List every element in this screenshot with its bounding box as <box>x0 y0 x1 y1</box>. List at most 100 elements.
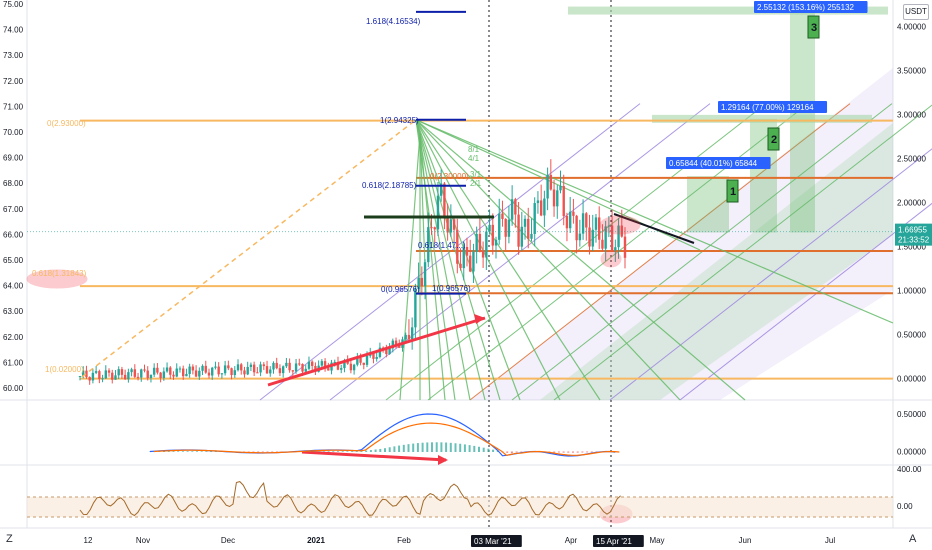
macd-histogram-bar <box>172 451 175 452</box>
candle-body <box>549 174 553 190</box>
macd-histogram-bar <box>266 451 269 453</box>
candle-body <box>349 363 353 371</box>
candle-body <box>523 218 527 227</box>
candle-body <box>172 374 175 377</box>
gann-fans <box>399 119 894 401</box>
macd-line <box>149 413 616 457</box>
candle-body <box>514 199 517 215</box>
fan-label: 2/1 <box>470 179 482 188</box>
svg-text:1.29164 (77.00%) 129164: 1.29164 (77.00%) 129164 <box>721 103 814 112</box>
candle-body <box>278 368 282 374</box>
macd-histogram-bar <box>445 442 448 452</box>
right-axis-tick: 2.50000 <box>897 154 926 163</box>
candle-body <box>288 362 291 371</box>
candle-body <box>520 226 524 247</box>
left-axis-tick: 66.00 <box>3 230 24 239</box>
macd-histogram-bar <box>426 442 429 452</box>
macd-histogram-bar <box>186 451 189 452</box>
candle-body <box>446 216 449 233</box>
candle-body <box>188 366 191 374</box>
candle-body <box>501 213 504 219</box>
fan-ray <box>415 119 601 401</box>
fan-ray <box>415 119 561 401</box>
candle-body <box>598 217 601 240</box>
candle-body <box>152 367 156 375</box>
candle-body <box>343 360 346 369</box>
candle-body <box>462 246 465 269</box>
macd-axis-tick: 0.50000 <box>897 410 926 419</box>
auto-scale-icon[interactable]: A <box>909 533 917 545</box>
candle-body <box>252 364 256 373</box>
left-axis-tick: 72.00 <box>3 77 24 86</box>
candle-body <box>449 219 453 233</box>
candle-body <box>504 218 507 237</box>
macd-histogram-bar <box>247 451 250 453</box>
x-axis-tick: 12 <box>84 536 93 545</box>
candle-body <box>565 216 569 229</box>
candle-body <box>498 213 501 240</box>
candle-body <box>240 364 243 371</box>
candle-body <box>294 363 298 372</box>
candle-body <box>111 372 114 380</box>
macd-histogram-bar <box>313 451 316 452</box>
macd-histogram-bar <box>318 451 321 452</box>
macd-histogram-bar <box>487 448 490 452</box>
candle-body <box>114 375 117 380</box>
projection-target-number: 3 <box>811 22 817 34</box>
left-axis-tick: 62.00 <box>3 333 24 342</box>
left-axis-tick: 65.00 <box>3 256 24 265</box>
candle-body <box>601 239 604 249</box>
candle-body <box>120 369 124 375</box>
left-axis-tick: 69.00 <box>3 154 24 163</box>
macd-histogram-bar <box>562 451 565 453</box>
candle-body <box>356 357 359 365</box>
candle-body <box>214 366 217 368</box>
candle-body <box>372 352 375 359</box>
fib-label: 0(2.93000) <box>47 119 86 128</box>
currency-tag[interactable]: USDT <box>903 4 929 20</box>
left-axis-tick: 63.00 <box>3 307 24 316</box>
candle-body <box>285 362 288 367</box>
macd-histogram-bar <box>275 451 278 453</box>
candle-body <box>575 215 578 241</box>
candle-body <box>143 369 146 371</box>
candle-body <box>352 364 356 371</box>
fib-label: 0.618(1.47...) <box>418 241 466 250</box>
candle-body <box>207 372 211 376</box>
projection-label: 1.29164 (77.00%) 129164 <box>718 101 828 113</box>
projection-target: 1 <box>726 179 739 203</box>
axes: 75.00 74.00 73.00 72.00 71.00 70.00 69.00 68.00… <box>3 0 926 547</box>
x-axis-tick: May <box>649 536 664 545</box>
fan-ray <box>415 119 894 324</box>
candle-body <box>136 376 140 378</box>
projection-dashed-line <box>81 119 417 378</box>
candle-body <box>578 233 582 241</box>
x-axis-tick: Apr <box>565 536 578 545</box>
candle-body <box>465 246 469 256</box>
candle-body <box>94 371 98 373</box>
candle-body <box>304 368 307 372</box>
candle-body <box>175 368 178 377</box>
candle-body <box>91 372 95 381</box>
x-axis-tick: Feb <box>397 536 411 545</box>
candle-body <box>346 360 349 364</box>
left-axis-tick: 67.00 <box>3 205 24 214</box>
macd-histogram-bar <box>468 445 471 452</box>
macd-histogram-bar <box>402 444 405 452</box>
candle-body <box>181 368 185 377</box>
candle-body <box>162 371 166 378</box>
tradingview-logo-icon[interactable]: Z <box>6 533 13 545</box>
highlight-ellipse <box>26 269 88 289</box>
candle-body <box>623 236 627 258</box>
candle-body <box>211 367 214 376</box>
macd-histogram-bar <box>149 451 151 452</box>
candle-body <box>530 233 533 239</box>
macd-histogram-bar <box>384 448 386 452</box>
left-axis-tick: 71.00 <box>3 102 24 111</box>
macd-histogram-bar <box>520 451 523 453</box>
x-axis-tick: Jun <box>739 536 752 545</box>
macd-histogram-bar <box>322 451 325 452</box>
macd-histogram-bar <box>388 447 391 452</box>
candle-body <box>388 348 391 355</box>
